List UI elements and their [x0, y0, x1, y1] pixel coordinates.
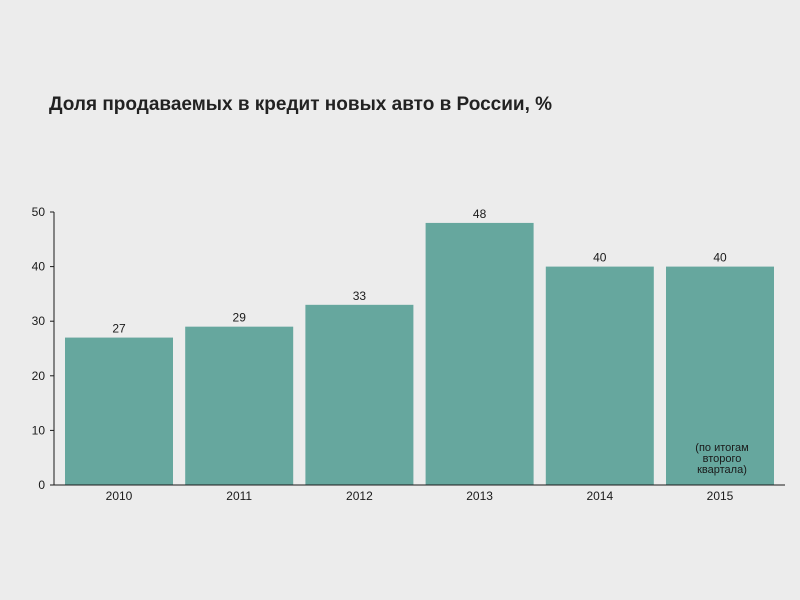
annotation-line: (по итогам — [695, 442, 748, 454]
y-tick-label: 0 — [38, 478, 45, 492]
data-label-2014: 40 — [593, 251, 607, 265]
y-tick-label: 50 — [32, 205, 46, 219]
bar-2015 — [666, 266, 774, 485]
bar-2011 — [185, 326, 294, 485]
bar-2014 — [545, 266, 654, 485]
bars-layer — [65, 222, 774, 486]
bar-2012 — [305, 304, 414, 485]
chart-title: Доля продаваемых в кредит новых авто в Р… — [49, 94, 553, 115]
x-tick-label-2015: 2015 — [707, 489, 734, 503]
y-tick-label: 20 — [32, 369, 46, 383]
x-tick-label-2010: 2010 — [106, 489, 133, 503]
data-label-2012: 33 — [353, 289, 367, 303]
y-tick-label: 10 — [32, 423, 46, 437]
data-label-2013: 48 — [473, 207, 487, 221]
data-label-2010: 27 — [112, 322, 126, 336]
annotation-line: квартала) — [697, 464, 747, 476]
data-label-2011: 29 — [233, 311, 247, 325]
bar-2010 — [65, 337, 173, 485]
labels-layer: 0 10 20 30 40 50 27 2010 29 2011 33 2012 48 2013 40 201… — [32, 205, 749, 503]
data-label-2015: 40 — [713, 251, 727, 265]
x-tick-label-2014: 2014 — [586, 489, 613, 503]
x-tick-label-2013: 2013 — [466, 489, 493, 503]
bar-2013 — [425, 222, 534, 486]
y-tick-label: 30 — [32, 314, 46, 328]
annotation-line: второго — [703, 453, 742, 465]
y-tick-label: 40 — [32, 260, 46, 274]
annotation-2015: (по итогам второго квартала) — [695, 442, 748, 476]
x-tick-label-2012: 2012 — [346, 489, 373, 503]
x-tick-label-2011: 2011 — [226, 489, 252, 503]
axis-layer — [53, 212, 785, 486]
